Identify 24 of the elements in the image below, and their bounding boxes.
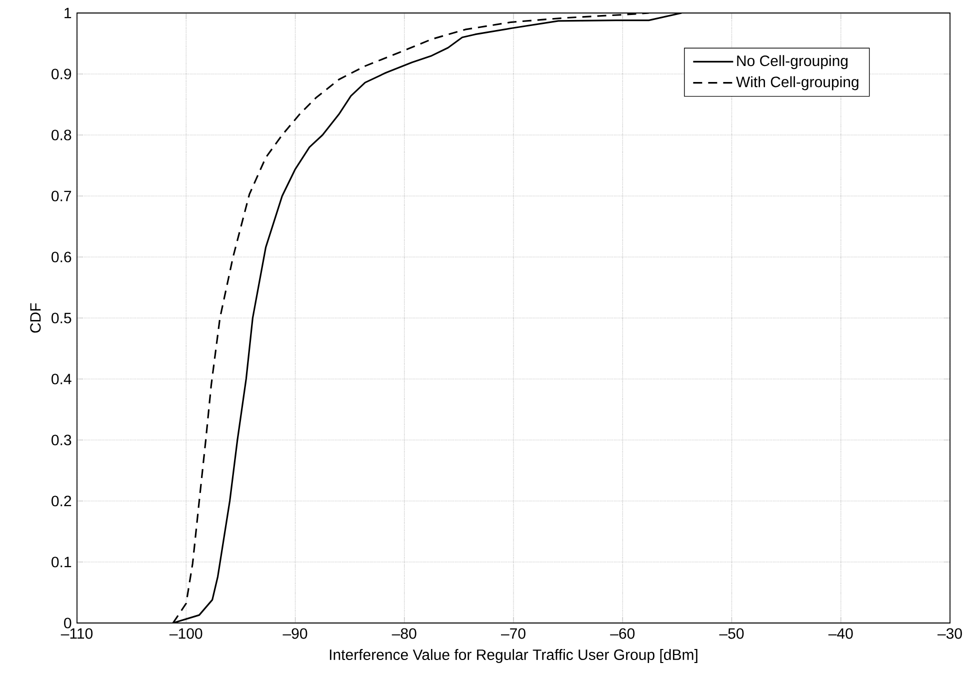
y-tick-label: 0.9 xyxy=(52,68,72,80)
legend-label: With Cell-grouping xyxy=(736,76,858,90)
y-tick-label: 1 xyxy=(64,8,72,18)
y-tick-label: 0 xyxy=(64,618,72,628)
x-tick-label: –70 xyxy=(500,628,526,639)
x-tick-label: –30 xyxy=(937,628,962,639)
y-tick-label: 0.1 xyxy=(52,556,72,568)
y-axis-title: CDF xyxy=(30,303,41,333)
y-tick-label: 0.3 xyxy=(52,434,72,446)
y-tick-label: 0.8 xyxy=(52,130,72,140)
x-tick-label: –40 xyxy=(828,628,853,639)
y-tick-label: 0.6 xyxy=(52,252,72,262)
x-tick-label: –90 xyxy=(282,628,308,639)
x-tick-label: –60 xyxy=(610,628,635,639)
x-axis-title: Interference Value for Regular Traffic User Group [dBm] xyxy=(330,649,698,663)
x-tick-label: –50 xyxy=(719,628,744,639)
x-tick-label: –110 xyxy=(60,628,93,639)
y-tick-label: 0.2 xyxy=(52,496,72,506)
x-tick-label: –80 xyxy=(392,628,416,639)
legend-label: No Cell-grouping xyxy=(737,55,848,70)
y-tick-label: 0.4 xyxy=(52,374,72,384)
y-tick-label: 0.7 xyxy=(52,190,72,202)
y-tick-label: 0.5 xyxy=(52,312,72,324)
x-tick-label: –100 xyxy=(169,628,202,639)
